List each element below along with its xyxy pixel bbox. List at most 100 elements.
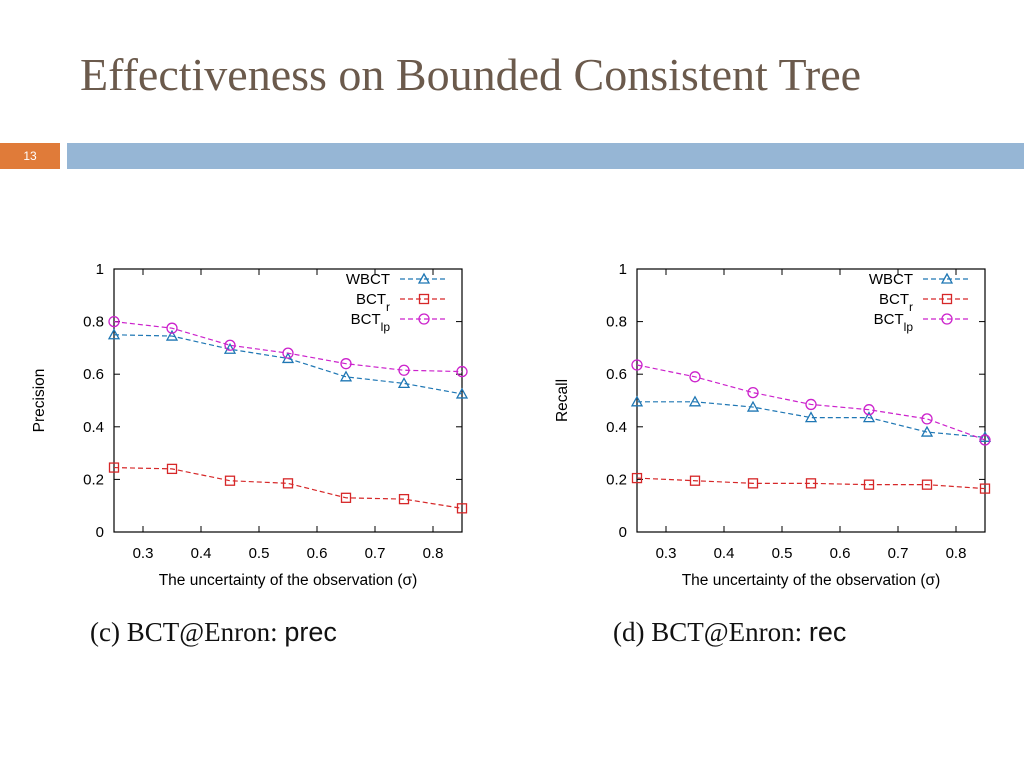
data-point-bct-r xyxy=(979,483,991,494)
series-line-bct-r xyxy=(636,477,986,490)
legend-marker-bct-r xyxy=(418,293,430,305)
data-point-bct-r xyxy=(747,478,759,489)
x-tick-label: 0.7 xyxy=(888,545,909,562)
data-point-bct-r xyxy=(166,463,178,475)
data-point-bct-r xyxy=(689,475,701,486)
legend-marker-bct-lp xyxy=(418,313,430,325)
data-point-bct-lp xyxy=(166,322,178,334)
chart-panel-recall: 0 0.2 0.4 0.6 0.8 1 0.3 0.4 0.5 0.6 0.7 0.8 The unce… xyxy=(545,255,1015,655)
caption-recall-metric: rec xyxy=(808,617,847,647)
x-tick-label: 0.6 xyxy=(307,545,328,562)
y-tick-label: 0.2 xyxy=(606,471,627,488)
y-tick-label: 0.2 xyxy=(83,471,104,488)
legend-label-wbct: WBCT xyxy=(869,271,913,288)
data-point-wbct xyxy=(223,342,237,354)
series-line-wbct xyxy=(113,334,463,395)
data-point-bct-lp xyxy=(863,404,875,416)
y-tick-label: 0.8 xyxy=(83,314,104,331)
x-tick-label: 0.7 xyxy=(365,545,386,562)
legend-marker-bct-r xyxy=(941,293,953,305)
data-point-wbct xyxy=(688,395,702,407)
slide-number: 13 xyxy=(0,143,60,169)
data-point-wbct xyxy=(804,411,818,423)
data-point-wbct xyxy=(107,328,121,340)
data-point-wbct xyxy=(397,377,411,389)
x-tick-label: 0.6 xyxy=(830,545,851,562)
caption-precision-metric: prec xyxy=(284,617,337,647)
data-point-bct-r xyxy=(224,475,236,486)
data-point-bct-lp xyxy=(108,315,120,328)
data-point-wbct xyxy=(165,329,179,341)
data-point-bct-r xyxy=(398,493,410,505)
x-tick-label: 0.4 xyxy=(714,545,735,562)
legend-marker-bct-lp xyxy=(941,313,953,325)
data-point-wbct xyxy=(862,411,876,423)
y-tick-label: 0.8 xyxy=(606,314,627,331)
x-tick-label: 0.5 xyxy=(772,545,793,562)
data-point-wbct xyxy=(630,395,644,407)
x-tick-label: 0.4 xyxy=(191,545,212,562)
chart-panel-precision: 0 0.2 0.4 0.6 0.8 1 0.3 0.4 0.5 0.6 0.7 0.8 The unce… xyxy=(22,255,492,655)
caption-recall: (d) BCT@Enron: rec xyxy=(613,617,846,648)
recall-chart: 0 0.2 0.4 0.6 0.8 1 0.3 0.4 0.5 0.6 0.7 0.8 The unce… xyxy=(554,261,992,589)
data-point-wbct xyxy=(455,387,469,399)
series-line-wbct xyxy=(637,401,986,438)
data-point-bct-lp xyxy=(921,413,933,425)
data-point-bct-r xyxy=(340,492,352,503)
data-point-bct-r xyxy=(282,478,294,489)
legend-label-bct-lp: BCTlp xyxy=(351,311,391,334)
data-point-bct-lp xyxy=(224,339,236,351)
precision-chart: 0 0.2 0.4 0.6 0.8 1 0.3 0.4 0.5 0.6 0.7 0.8 The unce… xyxy=(31,261,469,589)
series-line-bct-r xyxy=(113,466,463,509)
x-tick-label: 0.3 xyxy=(656,545,677,562)
y-tick-label: 0.4 xyxy=(606,419,627,436)
slide-title: Effectiveness on Bounded Consistent Tree xyxy=(80,49,862,100)
data-point-bct-r xyxy=(456,503,468,514)
y-axis-label: Precision xyxy=(31,369,48,433)
x-tick-label: 0.3 xyxy=(133,545,154,562)
legend-label-bct-lp: BCTlp xyxy=(874,311,914,334)
y-tick-label: 0.6 xyxy=(83,366,104,383)
data-point-bct-lp xyxy=(398,364,410,376)
data-point-wbct xyxy=(978,430,992,442)
y-axis-label: Recall xyxy=(554,379,571,422)
data-point-bct-r xyxy=(921,479,933,490)
y-tick-label: 0.4 xyxy=(83,419,104,436)
legend-label-wbct: WBCT xyxy=(346,271,390,288)
data-point-bct-r xyxy=(805,478,817,489)
data-point-bct-lp xyxy=(340,358,352,370)
caption-precision-prefix: (c) BCT@Enron: xyxy=(90,617,278,647)
data-point-bct-lp xyxy=(631,359,643,371)
data-point-wbct xyxy=(339,370,353,382)
plot-frame xyxy=(113,268,463,533)
series-line-bct-lp xyxy=(636,364,986,441)
data-point-wbct xyxy=(920,425,934,437)
plot-frame xyxy=(636,268,986,533)
data-point-bct-r xyxy=(631,472,643,484)
x-axis-label: The uncertainty of the observation (σ) xyxy=(682,572,941,589)
y-tick-label: 1 xyxy=(619,261,627,278)
caption-precision: (c) BCT@Enron: prec xyxy=(90,617,337,648)
data-point-bct-r xyxy=(863,479,875,490)
y-tick-label: 0 xyxy=(96,524,104,541)
legend-marker-wbct xyxy=(417,272,431,284)
data-point-wbct xyxy=(746,400,760,412)
data-point-bct-r xyxy=(108,462,120,473)
x-tick-label: 0.8 xyxy=(946,545,967,562)
caption-recall-prefix: (d) BCT@Enron: xyxy=(613,617,803,647)
x-tick-label: 0.5 xyxy=(249,545,270,562)
data-point-bct-lp xyxy=(979,434,991,446)
legend-marker-wbct xyxy=(940,272,954,284)
x-axis-label: The uncertainty of the observation (σ) xyxy=(159,572,418,589)
y-tick-label: 1 xyxy=(96,261,104,278)
y-tick-label: 0 xyxy=(619,524,627,541)
y-tick-label: 0.6 xyxy=(606,366,627,383)
data-point-bct-lp xyxy=(747,386,759,399)
x-tick-label: 0.8 xyxy=(423,545,444,562)
header-bar xyxy=(67,143,1024,169)
series-line-bct-lp xyxy=(113,321,463,373)
data-point-bct-lp xyxy=(689,371,701,383)
data-point-bct-lp xyxy=(456,365,468,378)
data-point-bct-lp xyxy=(805,398,817,411)
data-point-bct-lp xyxy=(282,347,294,359)
